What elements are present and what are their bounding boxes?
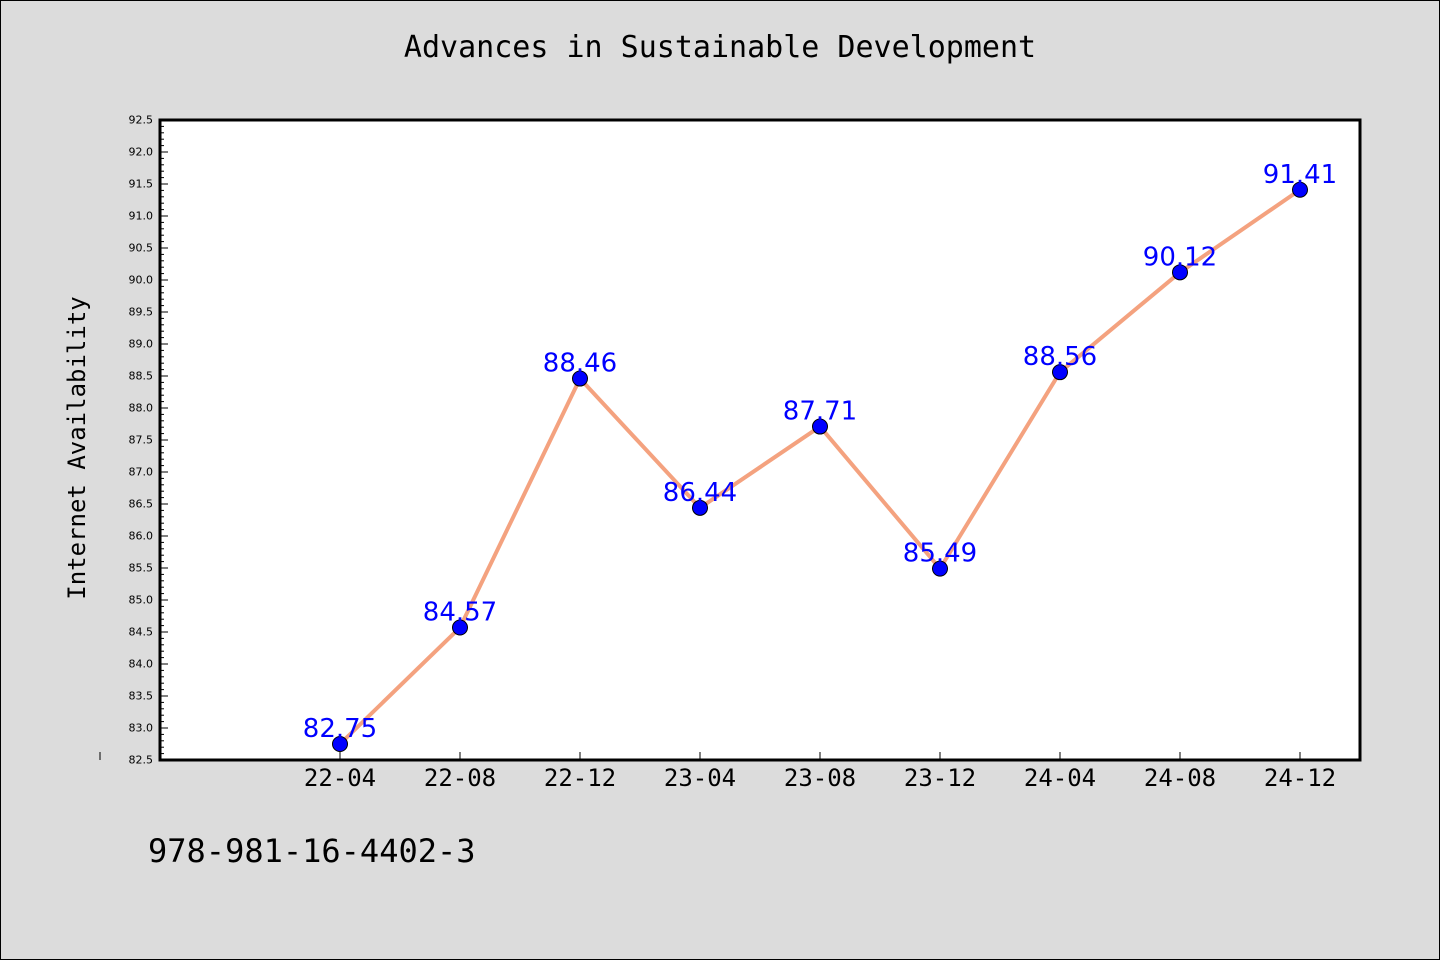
- y-tick-label: 86.0: [129, 530, 154, 543]
- y-tick-label: 82.5: [129, 754, 154, 767]
- plot-area: [160, 120, 1360, 760]
- data-point: [932, 560, 948, 577]
- footer-code: 978-981-16-4402-3: [148, 832, 476, 870]
- data-label: 82.75: [303, 714, 377, 744]
- data-point: [812, 418, 828, 435]
- x-tick-label: 22-08: [424, 764, 496, 792]
- y-tick-label: 83.5: [129, 690, 154, 703]
- data-label: 90.12: [1143, 242, 1217, 272]
- data-label: 88.46: [543, 349, 617, 379]
- x-tick-label: 24-12: [1264, 764, 1336, 792]
- x-tick-label: 23-08: [784, 764, 856, 792]
- x-tick-label: 23-04: [664, 764, 736, 792]
- y-tick-label: 85.0: [129, 594, 154, 607]
- y-tick-label: 86.5: [129, 498, 154, 511]
- data-point: [572, 370, 588, 387]
- y-tick-label: 92.5: [129, 114, 154, 127]
- y-tick-label: 87.5: [129, 434, 154, 447]
- y-tick-label: 83.0: [129, 722, 154, 735]
- y-tick-label: 88.5: [129, 370, 154, 383]
- y-tick-label: 90.0: [129, 274, 154, 287]
- y-tick-label: 90.5: [129, 242, 154, 255]
- data-label: 86.44: [663, 478, 737, 508]
- data-point: [1292, 181, 1308, 198]
- y-tick-label: 89.5: [129, 306, 154, 319]
- y-tick-label: 85.5: [129, 562, 154, 575]
- y-tick-label: 91.5: [129, 178, 154, 191]
- data-label: 84.57: [423, 598, 497, 628]
- plot-border: [158, 118, 1362, 762]
- data-point: [1172, 264, 1188, 281]
- x-tick-label: 23-12: [904, 764, 976, 792]
- y-tick-label: 88.0: [129, 402, 154, 415]
- chart-title: Advances in Sustainable Development: [403, 30, 1037, 65]
- data-point: [332, 736, 348, 752]
- x-tick-label: 24-08: [1144, 764, 1216, 792]
- y-tick-label: 84.0: [129, 658, 154, 671]
- y-tick-label: 84.5: [129, 626, 154, 639]
- x-tick-label: 22-04: [304, 764, 376, 792]
- data-point: [452, 619, 468, 636]
- y-tick-label: 92.0: [129, 146, 154, 159]
- y-tick-label: 91.0: [129, 210, 154, 223]
- data-label: 91.41: [1263, 160, 1337, 190]
- y-tick-label: 87.0: [129, 466, 154, 479]
- data-point: [1052, 364, 1068, 381]
- x-tick-label: 22-12: [544, 764, 616, 792]
- data-label: 88.56: [1023, 342, 1097, 372]
- data-point: [692, 499, 708, 516]
- x-tick-label: 24-04: [1024, 764, 1096, 792]
- data-label: 85.49: [903, 539, 977, 569]
- data-label: 87.71: [783, 397, 857, 427]
- y-tick-label: 89.0: [129, 338, 154, 351]
